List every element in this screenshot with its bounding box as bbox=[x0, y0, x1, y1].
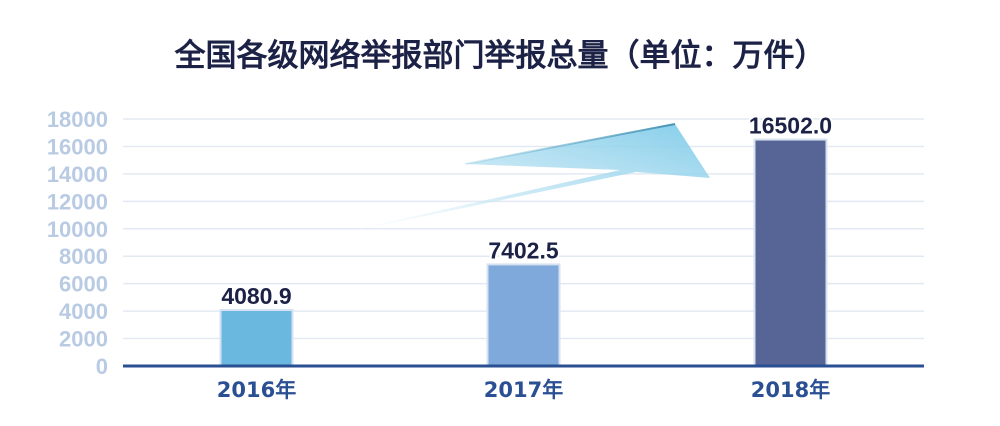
data-labels: 4080.9 7402.5 16502.0 bbox=[219, 111, 834, 311]
chart-title: 全国各级网络举报部门举报总量（单位：万件） bbox=[174, 38, 826, 74]
y-tick-label: 0 bbox=[96, 354, 108, 379]
bar bbox=[219, 309, 294, 367]
y-tick-label: 18000 bbox=[47, 107, 108, 132]
x-tick-label: 2017年 bbox=[484, 378, 563, 402]
x-axis: 2016年 2017年 2018年 bbox=[217, 378, 830, 402]
x-tick-label: 2018年 bbox=[751, 378, 830, 402]
y-tick-label: 4000 bbox=[59, 299, 108, 324]
y-tick-label: 8000 bbox=[59, 244, 108, 269]
trend-arrow bbox=[300, 124, 710, 242]
y-tick-label: 2000 bbox=[59, 327, 108, 352]
y-tick-label: 12000 bbox=[47, 189, 108, 214]
bar bbox=[753, 138, 828, 367]
data-label: 16502.0 bbox=[749, 113, 832, 139]
trend-arrow-edge bbox=[464, 123, 676, 165]
bar bbox=[486, 263, 561, 368]
y-tick-label: 16000 bbox=[47, 134, 108, 159]
y-tick-label: 14000 bbox=[47, 162, 108, 187]
data-label: 4080.9 bbox=[221, 283, 291, 309]
x-tick-label: 2016年 bbox=[217, 378, 296, 402]
y-tick-label: 6000 bbox=[59, 272, 108, 297]
y-tick-label: 10000 bbox=[47, 217, 108, 242]
data-label: 7402.5 bbox=[488, 237, 559, 263]
